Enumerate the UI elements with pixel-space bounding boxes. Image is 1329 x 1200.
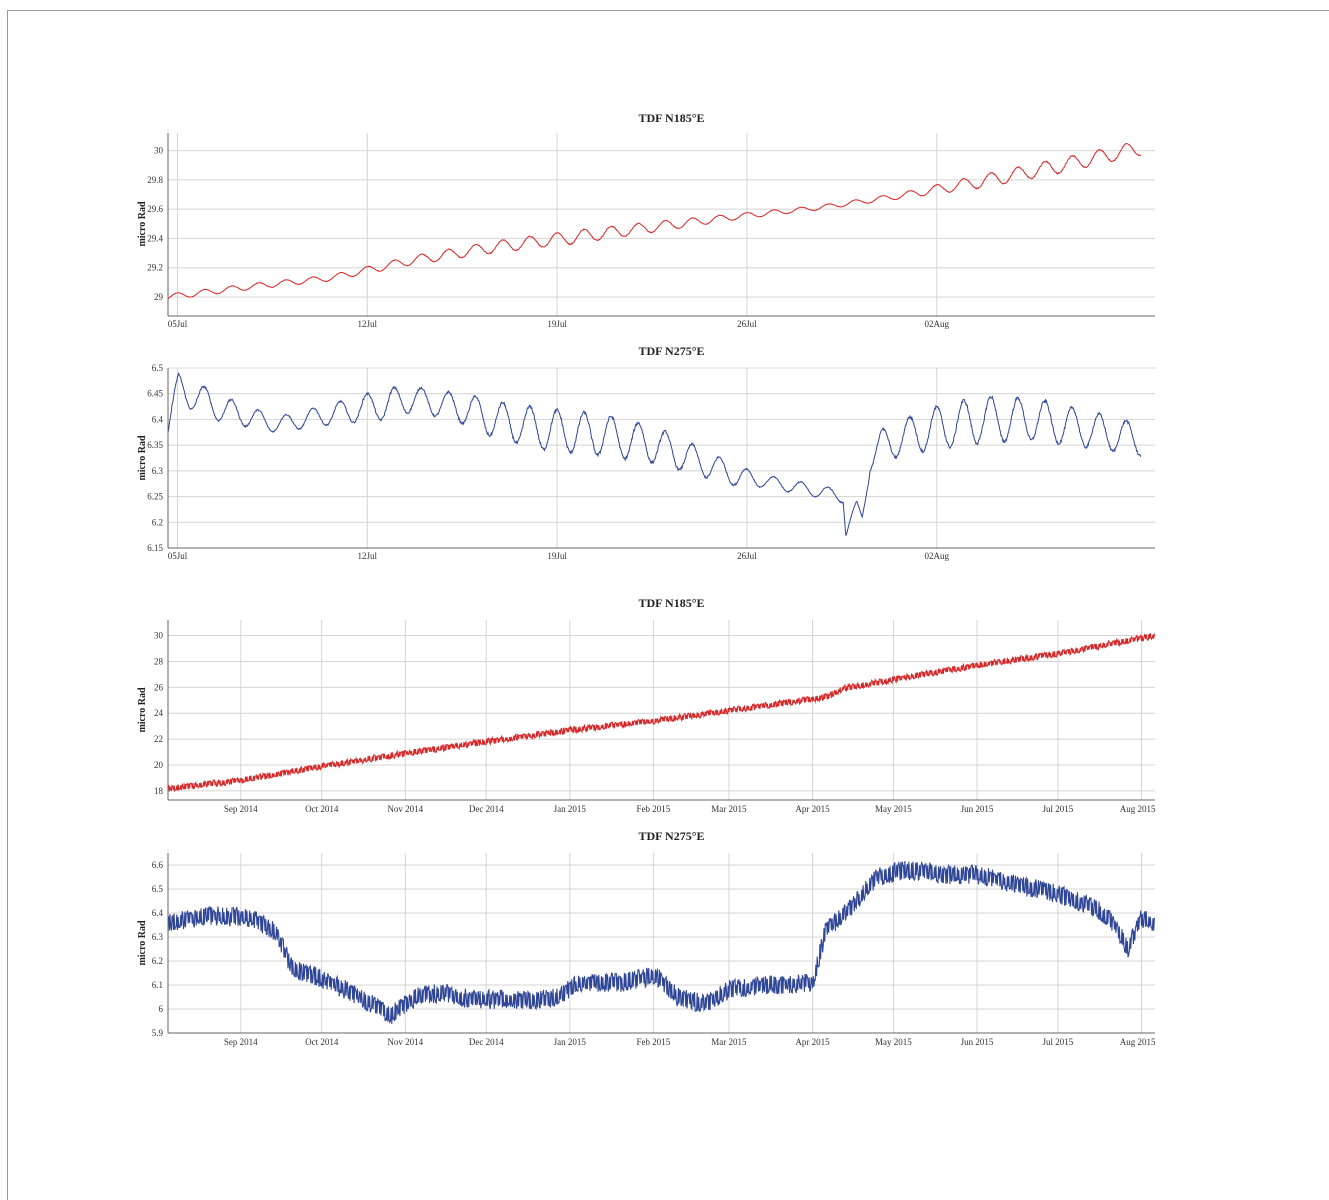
x-tick-label: Aug 2015 xyxy=(1120,1037,1156,1047)
y-tick-label: 6.5 xyxy=(152,363,164,373)
x-tick-label: May 2015 xyxy=(875,1037,912,1047)
figure-frame xyxy=(7,10,1329,1200)
y-axis-label: micro Rad xyxy=(137,201,148,247)
x-tick-label: Sep 2014 xyxy=(224,1037,258,1047)
y-tick-label: 6.45 xyxy=(147,389,163,399)
x-tick-label: Feb 2015 xyxy=(637,804,671,814)
chart-panel-2: 6.15 6.2 6.25 6.3 6.35 6.4 6.45 6.5 05Jul 12Jul 19… xyxy=(137,344,1155,561)
y-tick-label: 20 xyxy=(154,760,164,770)
x-tick-label: Jul 2015 xyxy=(1043,1037,1074,1047)
y-tick-label: 6.25 xyxy=(147,492,163,502)
x-tick-label: 19Jul xyxy=(547,551,567,561)
x-tick-label: May 2015 xyxy=(875,804,912,814)
y-tick-label: 6.15 xyxy=(147,543,163,553)
y-tick-label: 6.4 xyxy=(152,908,164,918)
x-tick-label: Jul 2015 xyxy=(1043,804,1074,814)
y-tick-label: 6 xyxy=(159,1004,164,1014)
y-tick-label: 6.4 xyxy=(152,414,164,424)
x-tick-label: 05Jul xyxy=(168,319,188,329)
y-tick-label: 6.3 xyxy=(152,466,164,476)
y-tick-label: 6.6 xyxy=(152,860,164,870)
x-tick-label: 26Jul xyxy=(737,551,757,561)
x-tick-label: 26Jul xyxy=(737,319,757,329)
y-axis-label: micro Rad xyxy=(137,687,148,733)
y-tick-label: 6.3 xyxy=(152,932,164,942)
series-line xyxy=(168,143,1142,300)
y-tick-label: 6.2 xyxy=(152,956,163,966)
y-tick-label: 29.2 xyxy=(147,263,163,273)
y-tick-label: 24 xyxy=(154,708,164,718)
chart-panel-4: 5.9 6 6.1 6.2 6.3 6.4 6.5 6.6 Sep 2014 Oct 2014 No… xyxy=(137,829,1156,1047)
series-line xyxy=(168,371,1142,536)
x-tick-label: Aug 2015 xyxy=(1120,804,1156,814)
x-tick-label: 02Aug xyxy=(924,319,949,329)
x-tick-label: Nov 2014 xyxy=(387,804,423,814)
y-tick-label: 29.6 xyxy=(147,204,163,214)
x-tick-label: Mar 2015 xyxy=(711,1037,747,1047)
y-tick-label: 29.8 xyxy=(147,175,163,185)
y-tick-label: 29 xyxy=(154,292,164,302)
y-tick-label: 6.2 xyxy=(152,517,163,527)
chart-panel-3: 18 20 22 24 26 28 30 Sep 2014 Oct 2014 Nov 2014 De… xyxy=(137,596,1156,814)
y-tick-label: 26 xyxy=(154,682,164,692)
y-tick-label: 6.5 xyxy=(152,884,164,894)
x-tick-label: Nov 2014 xyxy=(387,1037,423,1047)
y-tick-label: 30 xyxy=(154,146,164,156)
series-line xyxy=(168,860,1155,1024)
chart-title: TDF N185°E xyxy=(638,596,704,610)
x-tick-label: Mar 2015 xyxy=(711,804,747,814)
y-tick-label: 6.1 xyxy=(152,980,163,990)
x-tick-label: Jan 2015 xyxy=(554,804,587,814)
series-line xyxy=(168,633,1155,793)
y-tick-label: 29.4 xyxy=(147,233,163,243)
x-tick-label: 19Jul xyxy=(547,319,567,329)
chart-panel-1: 29 29.2 29.4 29.6 29.8 30 05Jul 12Jul 19Jul 26Jul… xyxy=(137,111,1155,329)
y-tick-label: 22 xyxy=(154,734,163,744)
x-tick-label: Oct 2014 xyxy=(305,1037,339,1047)
x-tick-label: 05Jul xyxy=(168,551,188,561)
x-tick-label: Jun 2015 xyxy=(961,1037,994,1047)
chart-title: TDF N275°E xyxy=(638,344,704,358)
x-tick-label: Feb 2015 xyxy=(637,1037,671,1047)
y-tick-label: 5.9 xyxy=(152,1028,164,1038)
x-tick-label: Dec 2014 xyxy=(469,804,504,814)
y-tick-label: 18 xyxy=(154,786,164,796)
y-axis-label: micro Rad xyxy=(137,435,148,481)
x-tick-label: 12Jul xyxy=(358,319,378,329)
x-tick-label: 12Jul xyxy=(358,551,378,561)
x-tick-label: Jan 2015 xyxy=(554,1037,587,1047)
y-tick-label: 30 xyxy=(154,631,164,641)
x-tick-label: Dec 2014 xyxy=(469,1037,504,1047)
x-tick-label: Apr 2015 xyxy=(795,804,830,814)
x-tick-label: 02Aug xyxy=(924,551,949,561)
y-tick-label: 6.35 xyxy=(147,440,163,450)
y-axis-label: micro Rad xyxy=(137,920,148,966)
chart-title: TDF N185°E xyxy=(638,111,704,125)
y-tick-label: 28 xyxy=(154,656,164,666)
x-tick-label: Sep 2014 xyxy=(224,804,258,814)
chart-title: TDF N275°E xyxy=(638,829,704,843)
x-tick-label: Jun 2015 xyxy=(961,804,994,814)
x-tick-label: Oct 2014 xyxy=(305,804,339,814)
x-tick-label: Apr 2015 xyxy=(795,1037,830,1047)
